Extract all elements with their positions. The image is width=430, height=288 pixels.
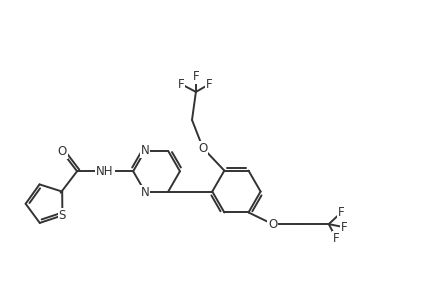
Text: F: F	[206, 77, 213, 91]
Text: NH: NH	[96, 165, 114, 178]
Text: N: N	[141, 186, 149, 199]
Text: F: F	[341, 221, 348, 234]
Text: O: O	[58, 145, 67, 158]
Text: F: F	[333, 232, 340, 245]
Text: F: F	[178, 77, 184, 91]
Text: N: N	[141, 144, 149, 157]
Text: F: F	[338, 206, 344, 219]
Text: S: S	[58, 209, 66, 222]
Text: O: O	[198, 141, 208, 154]
Text: F: F	[193, 70, 199, 83]
Text: O: O	[268, 218, 277, 231]
